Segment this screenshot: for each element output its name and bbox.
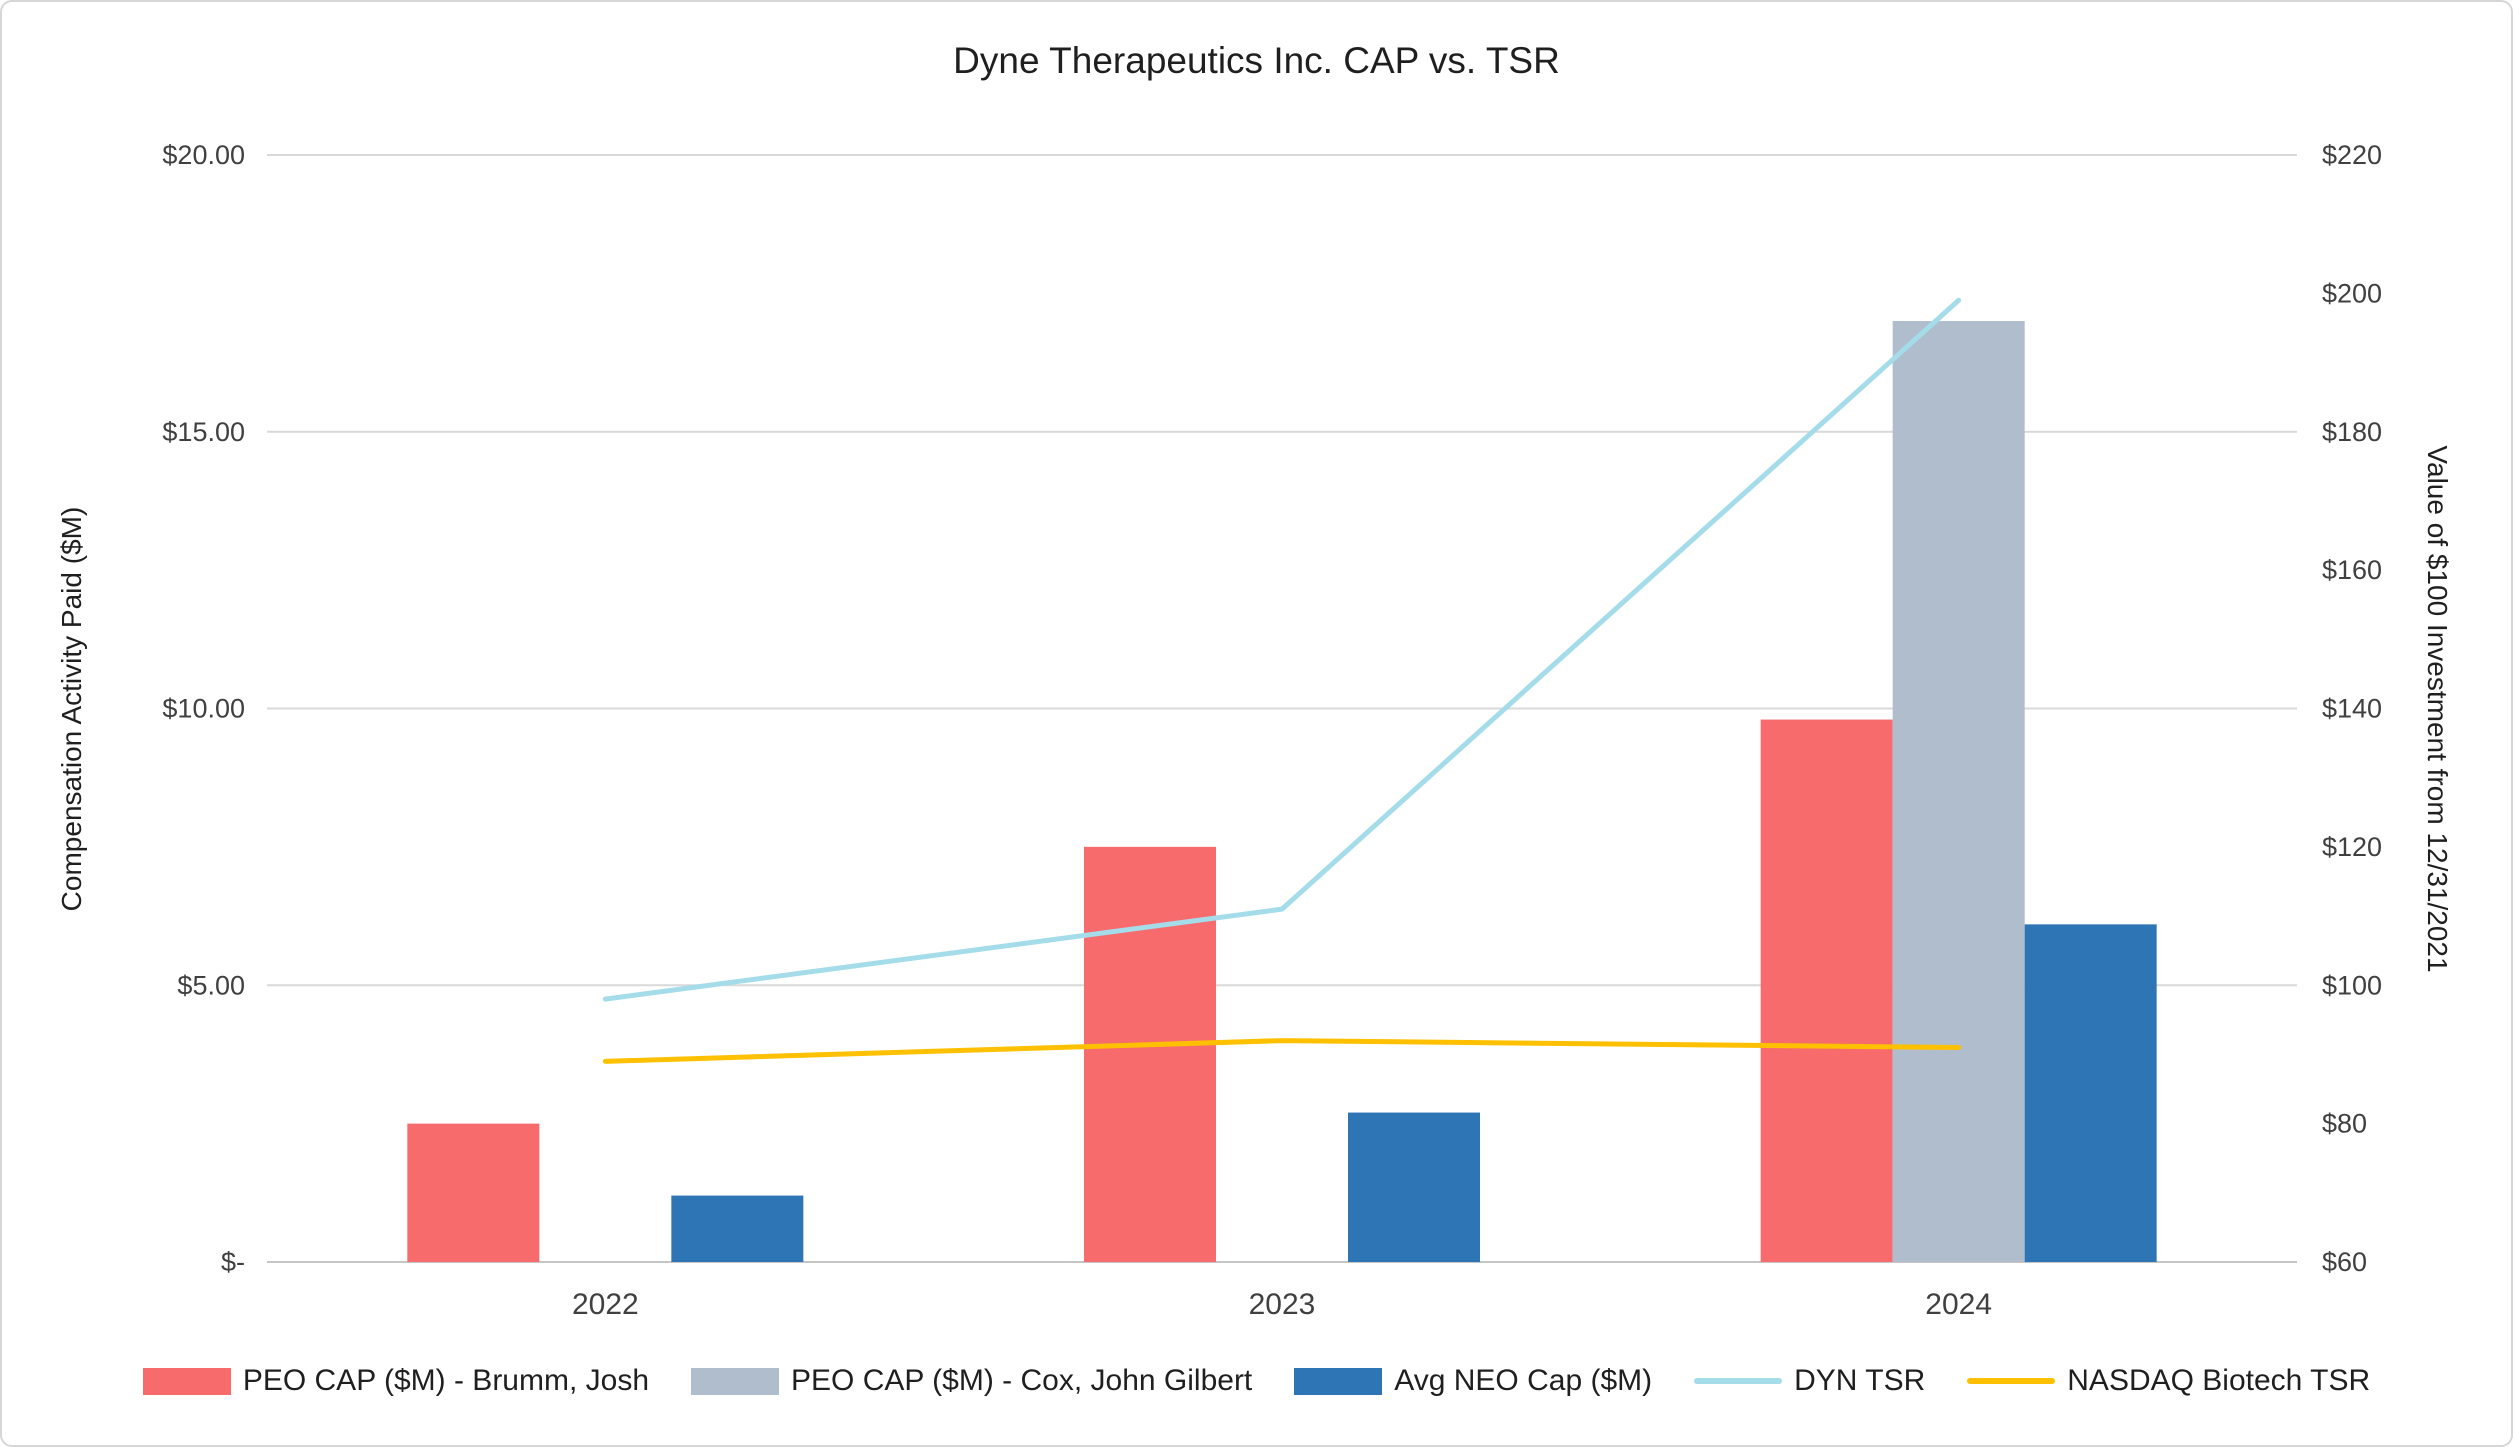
legend-item: Avg NEO Cap ($M) bbox=[1294, 1364, 1652, 1398]
legend-line-swatch bbox=[1967, 1378, 2056, 1384]
bar bbox=[671, 1195, 804, 1262]
x-axis-category-label: 2022 bbox=[572, 1288, 639, 1321]
legend-label: NASDAQ Biotech TSR bbox=[2067, 1364, 2371, 1397]
left-axis-tick-label: $20.00 bbox=[162, 140, 245, 170]
legend-label: PEO CAP ($M) - Brumm, Josh bbox=[242, 1364, 650, 1397]
legend-bar-swatch bbox=[691, 1367, 780, 1395]
left-axis-tick-label: $10.00 bbox=[162, 694, 245, 724]
legend-label: Avg NEO Cap ($M) bbox=[1394, 1364, 1653, 1397]
line-series bbox=[602, 297, 1962, 1002]
bar bbox=[1348, 1112, 1480, 1262]
right-axis-tick-label: $160 bbox=[2322, 555, 2382, 585]
legend-label: DYN TSR bbox=[1794, 1364, 1926, 1397]
legend-label: PEO CAP ($M) - Cox, John Gilbert bbox=[791, 1364, 1253, 1397]
legend-item: NASDAQ Biotech TSR bbox=[1967, 1364, 2370, 1398]
bar bbox=[407, 1123, 540, 1262]
bar bbox=[2024, 924, 2157, 1262]
left-axis-tick-label: $- bbox=[221, 1247, 245, 1277]
bar bbox=[1084, 846, 1216, 1262]
chart-title: Dyne Therapeutics Inc. CAP vs. TSR bbox=[953, 40, 1560, 81]
right-axis-tick-label: $180 bbox=[2322, 417, 2382, 447]
legend-item: DYN TSR bbox=[1694, 1364, 1925, 1398]
x-axis-category-label: 2023 bbox=[1249, 1288, 1316, 1321]
right-axis-tick-label: $120 bbox=[2322, 832, 2382, 862]
line-series bbox=[602, 1038, 1962, 1064]
legend-bar-swatch bbox=[142, 1367, 231, 1395]
legend: PEO CAP ($M) - Brumm, Josh PEO CAP ($M) -… bbox=[2, 1364, 2511, 1398]
right-axis-tick-label: $220 bbox=[2322, 140, 2382, 170]
right-axis-tick-label: $200 bbox=[2322, 278, 2382, 308]
bar bbox=[1760, 719, 1893, 1262]
left-axis-tick-label: $5.00 bbox=[177, 970, 245, 1000]
legend-item: PEO CAP ($M) - Cox, John Gilbert bbox=[691, 1364, 1252, 1398]
legend-item: PEO CAP ($M) - Brumm, Josh bbox=[142, 1364, 650, 1398]
legend-bar-swatch bbox=[1294, 1367, 1383, 1395]
bar bbox=[1892, 321, 2025, 1262]
x-axis-category-label: 2024 bbox=[1925, 1288, 1992, 1321]
legend-line-swatch bbox=[1694, 1378, 1783, 1384]
right-axis-tick-label: $60 bbox=[2322, 1247, 2367, 1277]
left-axis-tick-label: $15.00 bbox=[162, 417, 245, 447]
right-axis-tick-label: $80 bbox=[2322, 1109, 2367, 1139]
right-axis-tick-label: $140 bbox=[2322, 694, 2382, 724]
right-axis-tick-label: $100 bbox=[2322, 970, 2382, 1000]
